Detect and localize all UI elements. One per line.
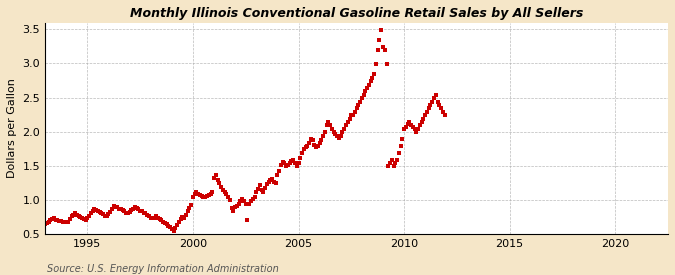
Y-axis label: Dollars per Gallon: Dollars per Gallon: [7, 78, 17, 178]
Title: Monthly Illinois Conventional Gasoline Retail Sales by All Sellers: Monthly Illinois Conventional Gasoline R…: [130, 7, 583, 20]
Text: Source: U.S. Energy Information Administration: Source: U.S. Energy Information Administ…: [47, 264, 279, 274]
